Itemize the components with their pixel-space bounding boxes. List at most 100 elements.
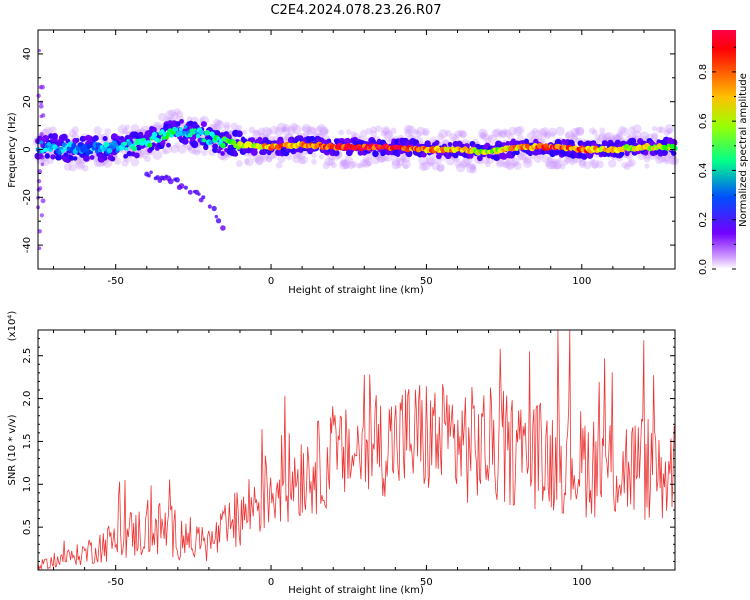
heatmap-cell	[362, 156, 370, 163]
heatmap-cell	[438, 129, 448, 139]
heatmap-cell	[470, 164, 476, 171]
heatmap-cell	[384, 129, 393, 139]
heatmap-cell	[302, 123, 311, 133]
heatmap-cell	[277, 154, 286, 163]
heatmap-cell	[122, 141, 128, 146]
heatmap-cell	[651, 126, 658, 132]
heatmap-cell	[671, 158, 678, 164]
heatmap-cell	[342, 162, 350, 170]
heatmap-cell	[151, 131, 158, 138]
heatmap-cell	[60, 149, 65, 154]
heatmap-cell	[63, 163, 72, 171]
heatmap-cell	[428, 161, 434, 167]
heatmap-cell	[41, 135, 50, 143]
heatmap-cell	[628, 126, 636, 133]
heatmap-cell	[397, 158, 405, 167]
heatmap-cell	[39, 100, 43, 105]
heatmap-cell	[121, 127, 129, 135]
heatmap-cell	[174, 177, 180, 183]
heatmap-cell	[426, 157, 435, 166]
heatmap-cell	[77, 142, 83, 148]
heatmap-cell	[391, 157, 401, 166]
heatmap-cell	[457, 129, 464, 137]
colorbar-tick-label: 0.4	[698, 162, 709, 178]
heatmap-cell	[150, 126, 157, 134]
heatmap-cell	[514, 149, 520, 156]
heatmap-cell	[548, 127, 558, 137]
heatmap-cell	[382, 127, 390, 135]
heatmap-cell	[174, 127, 179, 132]
heatmap-cell	[575, 127, 585, 136]
heatmap-cell	[607, 159, 617, 168]
heatmap-cell	[412, 128, 419, 135]
heatmap-cell	[75, 160, 86, 170]
heatmap-cell	[381, 125, 391, 135]
heatmap-cell	[358, 163, 364, 169]
heatmap-cell	[81, 164, 89, 172]
heatmap-cell	[565, 130, 575, 141]
heatmap-cell	[361, 159, 371, 168]
y-tick-label: -40	[22, 237, 33, 253]
heatmap-cell	[623, 163, 631, 171]
heatmap-cell	[198, 129, 204, 136]
heatmap-cell	[292, 154, 301, 164]
heatmap-cell	[384, 153, 393, 162]
heatmap-cell	[370, 130, 378, 138]
y-tick-label: 2.5	[22, 348, 33, 364]
heatmap-cell	[452, 134, 460, 143]
heatmap-cell	[158, 112, 167, 122]
heatmap-cell	[259, 152, 269, 163]
heatmap-cell	[214, 214, 219, 219]
heatmap-cell	[537, 128, 548, 138]
heatmap-cell	[539, 137, 546, 144]
heatmap-cell	[40, 198, 46, 204]
heatmap-cell	[469, 165, 477, 174]
heatmap-cell	[344, 155, 353, 164]
heatmap-cell	[618, 151, 625, 157]
heatmap-cell	[454, 130, 462, 138]
heatmap-cell	[265, 128, 273, 136]
heatmap-cell	[86, 143, 92, 149]
heatmap-cell	[137, 131, 144, 138]
heatmap-cell	[479, 131, 487, 138]
heatmap-cell	[289, 122, 299, 132]
heatmap-cell	[447, 142, 453, 147]
heatmap-cell	[595, 160, 604, 169]
x-tick-label: 50	[420, 276, 433, 287]
heatmap-cell	[591, 162, 598, 169]
heatmap-cell	[523, 156, 532, 165]
heatmap-cell	[436, 163, 445, 172]
colorbar: 0.0 0.2 0.4 0.6 0.8 Normalized spectral ampl…	[698, 30, 749, 275]
heatmap-cell	[74, 137, 80, 143]
heatmap-cell	[241, 129, 247, 135]
heatmap-cell	[605, 132, 615, 142]
heatmap-cell	[632, 130, 642, 140]
heatmap-cell	[220, 142, 226, 149]
heatmap-cell	[261, 126, 272, 137]
heatmap-cell	[502, 161, 509, 168]
heatmap-cell	[485, 161, 491, 168]
heatmap-cell	[102, 136, 108, 142]
y-tick-label: 20	[22, 95, 33, 108]
heatmap-cell	[183, 125, 188, 129]
heatmap-cell	[598, 132, 606, 140]
heatmap-cell	[216, 120, 223, 126]
heatmap-cell	[223, 121, 231, 129]
heatmap-cell	[291, 124, 302, 135]
heatmap-cell	[661, 157, 668, 163]
heatmap-cell	[230, 122, 239, 131]
heatmap-cell	[506, 162, 515, 171]
heatmap-cell	[144, 155, 151, 163]
heatmap-cell	[549, 131, 556, 138]
heatmap-cell	[552, 159, 563, 170]
colorbar-tick-label: 0.0	[698, 259, 709, 275]
heatmap-cell	[171, 112, 179, 120]
heatmap-cell	[563, 156, 572, 164]
heatmap-cell	[287, 125, 296, 135]
heatmap-cell	[176, 110, 184, 119]
heatmap-cell	[124, 147, 129, 151]
heatmap-cell	[375, 125, 383, 133]
heatmap-cell	[249, 137, 256, 143]
heatmap-cell	[60, 133, 68, 141]
heatmap-cell	[253, 129, 260, 136]
